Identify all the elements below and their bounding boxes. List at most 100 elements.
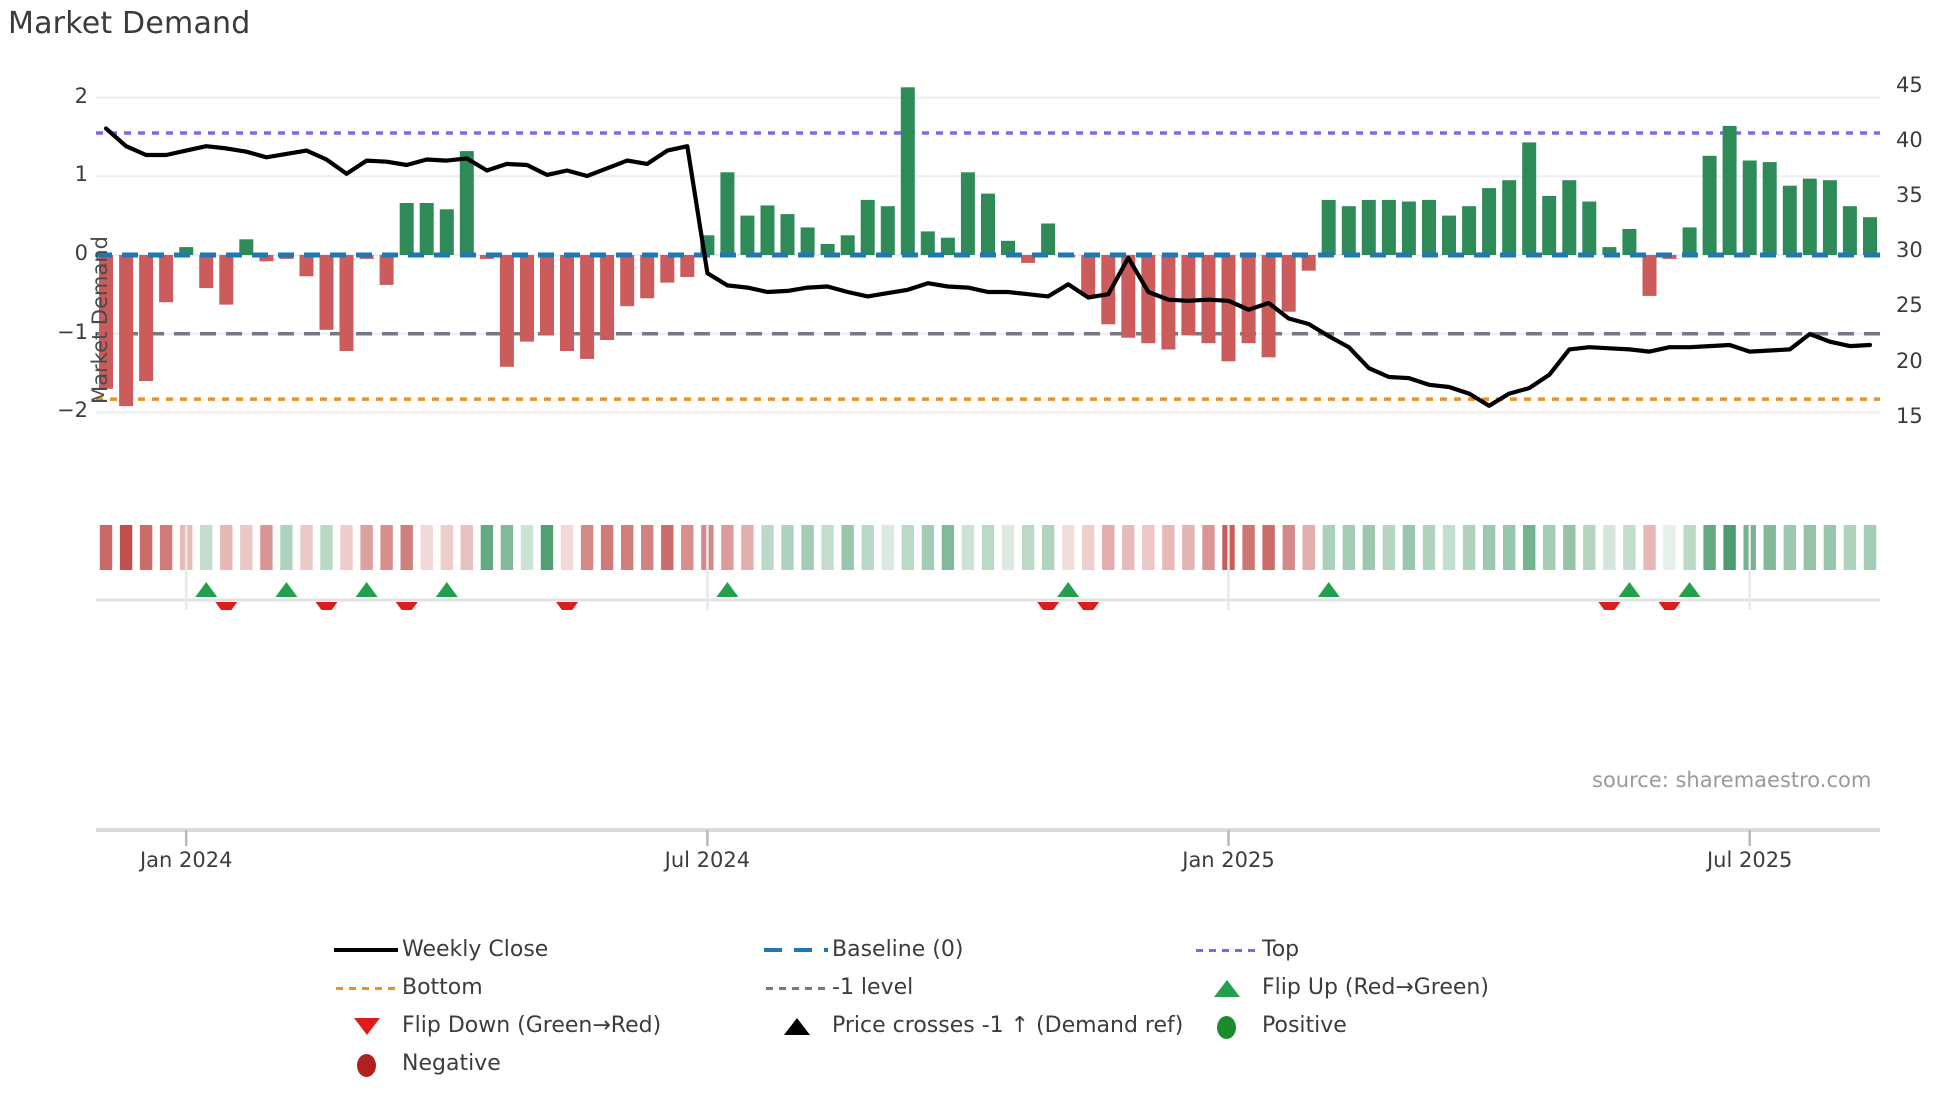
heatmap-cell <box>1623 525 1636 570</box>
flip-down-marker <box>1077 602 1100 610</box>
demand-bar <box>1722 125 1737 256</box>
red-down-triangle-icon <box>330 1010 402 1040</box>
demand-bar <box>419 203 434 255</box>
demand-bar <box>1341 206 1356 255</box>
heatmap-cell <box>500 525 514 570</box>
heatmap-cell <box>921 525 935 570</box>
demand-bar <box>1582 201 1597 255</box>
x-axis <box>96 828 1880 846</box>
legend-label: Bottom <box>402 974 483 1000</box>
heatmap-cell <box>1122 525 1135 570</box>
source-watermark: source: sharemaestro.com <box>1592 768 1872 792</box>
heatmap-cell <box>1362 525 1375 570</box>
weekly-close-line <box>103 126 1873 408</box>
legend-item[interactable]: -1 level <box>760 968 1190 1006</box>
legend-item[interactable]: Negative <box>330 1044 760 1082</box>
legend-item[interactable]: Weekly Close <box>330 930 760 968</box>
heatmap-cell <box>340 525 353 570</box>
heatmap-cell <box>781 525 794 570</box>
demand-bar <box>540 255 554 336</box>
heatmap-cell <box>1162 525 1175 570</box>
heatmap-cell <box>721 525 734 570</box>
legend-item[interactable]: Positive <box>1190 1006 1620 1044</box>
legend-item[interactable]: Bottom <box>330 968 760 1006</box>
heatmap-cell <box>1462 525 1476 570</box>
demand-bar <box>1281 255 1296 312</box>
legend-item[interactable]: Flip Up (Red→Green) <box>1190 968 1620 1006</box>
heatmap-cell <box>1823 525 1837 570</box>
legend-row: Weekly Close Baseline (0) Top <box>330 930 1650 968</box>
demand-bar <box>1502 180 1517 255</box>
heatmap-cell <box>540 525 554 570</box>
demand-bar <box>1562 180 1577 255</box>
demand-bar <box>740 215 755 255</box>
demand-bar <box>379 255 394 285</box>
demand-bar <box>760 205 775 255</box>
demand-bar <box>1161 255 1176 350</box>
demand-bar <box>399 203 414 255</box>
heatmap-cell <box>1142 525 1155 570</box>
heatmap-cell <box>580 525 594 570</box>
demand-bar <box>1241 255 1256 344</box>
demand-bar <box>780 214 795 255</box>
demand-bar <box>1141 255 1156 344</box>
heatmap-cell <box>1041 525 1055 570</box>
legend-label: Weekly Close <box>402 936 549 962</box>
legend-label: -1 level <box>832 974 914 1000</box>
heatmap-cell <box>801 525 814 570</box>
heatmap-cell <box>1723 525 1736 570</box>
heatmap-cell <box>400 525 413 570</box>
demand-bar <box>560 255 574 351</box>
demand-bar <box>981 193 995 255</box>
chart-canvas <box>96 87 1880 610</box>
demand-bar <box>219 255 234 305</box>
heatmap-cell <box>300 525 313 570</box>
heatmap-cell <box>200 525 213 570</box>
demand-bar <box>1802 178 1817 255</box>
heatmap-cell <box>901 525 914 570</box>
heatmap-cell <box>1082 525 1095 570</box>
legend-item[interactable]: Price crosses -1 ↑ (Demand ref) <box>760 1006 1190 1044</box>
flip-down-marker <box>395 602 418 610</box>
solid-black-line-icon <box>330 934 402 964</box>
heatmap-cell <box>1021 525 1035 570</box>
legend-item[interactable]: Baseline (0) <box>760 930 1190 968</box>
heatmap-cell <box>1603 525 1616 570</box>
heatmap-cell <box>1803 525 1816 570</box>
legend-row: Negative <box>330 1044 1650 1082</box>
legend-item[interactable]: Flip Down (Green→Red) <box>330 1006 760 1044</box>
demand-bar <box>139 255 154 381</box>
flip-up-marker <box>275 582 298 597</box>
legend-label: Flip Down (Green→Red) <box>402 1012 662 1038</box>
heatmap-cell <box>280 525 293 570</box>
legend-item[interactable]: Top <box>1190 930 1620 968</box>
dashed-blue-line-icon <box>760 934 832 964</box>
heatmap-cell <box>641 525 654 570</box>
legend-label: Top <box>1262 936 1300 962</box>
demand-bar <box>1442 215 1456 255</box>
heatmap-cell <box>1422 525 1436 570</box>
demand-bar <box>640 255 655 299</box>
legend-label: Price crosses -1 ↑ (Demand ref) <box>832 1012 1184 1038</box>
flip-down-marker <box>1598 602 1621 610</box>
y-tick-right: 45 <box>1896 72 1923 97</box>
demand-bar <box>860 199 875 255</box>
demand-bar <box>1482 188 1497 255</box>
y-axis-label-left: Market Demand <box>87 236 112 404</box>
page-title: Market Demand <box>8 6 251 41</box>
demand-bar <box>880 206 895 255</box>
heatmap-cell <box>1843 525 1857 570</box>
flip-up-marker <box>1618 582 1641 597</box>
demand-bar <box>520 255 534 342</box>
demand-bar <box>1301 255 1316 271</box>
x-tick-label: Jan 2024 <box>139 848 233 872</box>
flip-down-marker <box>556 602 579 610</box>
heatmap-cell <box>139 525 153 570</box>
y-tick-left: 1 <box>74 162 88 187</box>
heatmap-cell <box>841 525 854 570</box>
demand-bar <box>1361 199 1376 255</box>
dotted-gray-line-icon <box>760 972 832 1002</box>
y-tick-right: 15 <box>1896 403 1923 428</box>
legend-label: Baseline (0) <box>832 936 964 962</box>
demand-bar <box>820 244 835 255</box>
